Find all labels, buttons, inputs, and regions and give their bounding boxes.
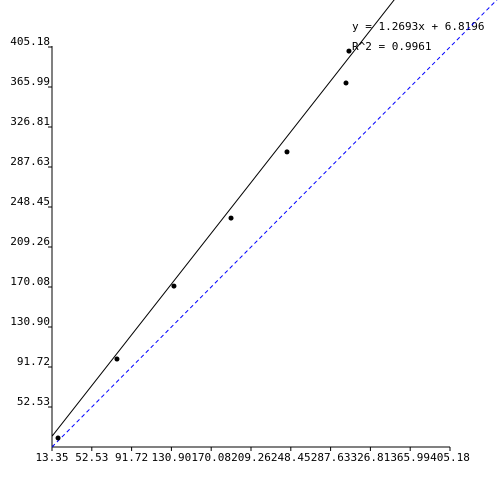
point bbox=[228, 215, 234, 221]
x-tick-label: 170.08 bbox=[191, 451, 231, 464]
x-tick-label: 326.81 bbox=[351, 451, 391, 464]
y-tick-label: 209.26 bbox=[10, 235, 50, 248]
x-tick-label: 13.35 bbox=[35, 451, 68, 464]
regression-equation: y = 1.2693x + 6.8196 bbox=[352, 20, 484, 33]
y-tick-label: 287.63 bbox=[10, 155, 50, 168]
y-tick-label: 130.90 bbox=[10, 315, 50, 328]
x-tick-label: 248.45 bbox=[271, 451, 311, 464]
x-tick-label: 287.63 bbox=[311, 451, 351, 464]
point bbox=[346, 48, 352, 54]
regression-line bbox=[51, 0, 395, 437]
x-tick-label: 365.99 bbox=[390, 451, 430, 464]
point bbox=[114, 356, 120, 362]
x-tick-label: 209.26 bbox=[231, 451, 271, 464]
point bbox=[55, 435, 61, 441]
y-tick-label: 405.18 bbox=[10, 35, 50, 48]
x-tick-label: 91.72 bbox=[115, 451, 148, 464]
x-tick-label: 405.18 bbox=[430, 451, 470, 464]
point bbox=[171, 283, 177, 289]
x-tick-label: 52.53 bbox=[75, 451, 108, 464]
point bbox=[284, 149, 290, 155]
y-tick-label: 326.81 bbox=[10, 115, 50, 128]
identity-line bbox=[51, 0, 498, 448]
y-tick-label: 365.99 bbox=[10, 75, 50, 88]
y-tick-label: 248.45 bbox=[10, 195, 50, 208]
y-tick-label: 52.53 bbox=[17, 395, 50, 408]
y-tick-label: 170.08 bbox=[10, 275, 50, 288]
r-squared: R^2 = 0.9961 bbox=[352, 40, 431, 53]
x-tick-label: 130.90 bbox=[152, 451, 192, 464]
y-tick-label: 91.72 bbox=[17, 355, 50, 368]
point bbox=[343, 80, 349, 86]
